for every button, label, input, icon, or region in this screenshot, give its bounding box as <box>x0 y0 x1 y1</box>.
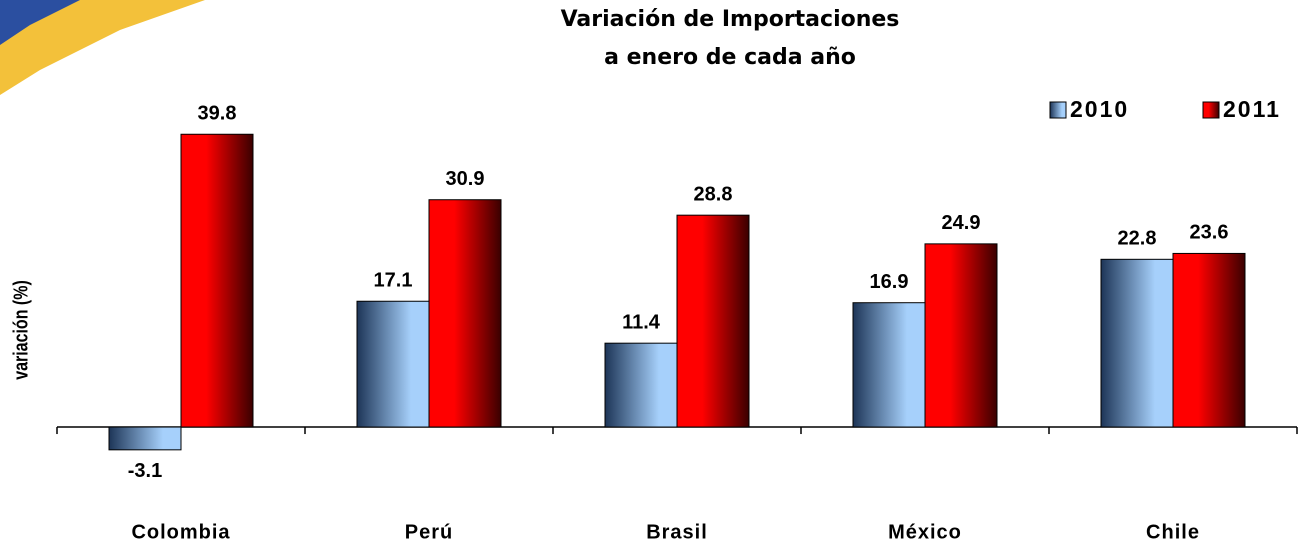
data-label: 17.1 <box>374 270 413 292</box>
bar <box>180 133 254 428</box>
x-tick-label: Brasil <box>646 521 708 543</box>
data-label: 23.6 <box>1190 222 1229 244</box>
legend-swatch <box>1202 101 1220 119</box>
legend-label: 2010 <box>1070 96 1129 122</box>
data-label: 39.8 <box>198 103 237 125</box>
legend-swatch <box>1049 101 1067 119</box>
x-tick-label: Colombia <box>131 521 230 543</box>
bar <box>356 300 430 428</box>
data-label: 24.9 <box>942 212 981 234</box>
bar <box>924 243 998 428</box>
x-tick-label: Chile <box>1146 521 1200 543</box>
data-label: 16.9 <box>870 271 909 293</box>
data-label: 11.4 <box>622 311 661 333</box>
data-label: 22.8 <box>1118 228 1157 250</box>
bar <box>852 302 926 428</box>
y-axis-label: variación (%) <box>10 280 32 380</box>
legend-label: 2011 <box>1223 96 1281 122</box>
chart-title: a enero de cada año <box>604 45 856 70</box>
x-tick-label: Perú <box>405 521 453 543</box>
chart-title: Variación de Importaciones <box>561 7 900 32</box>
bar <box>604 342 678 428</box>
bar <box>1172 252 1246 428</box>
data-label: 28.8 <box>694 183 733 205</box>
bar <box>428 199 502 428</box>
x-tick-label: México <box>888 521 962 543</box>
bar <box>108 426 182 451</box>
bar <box>1100 258 1174 428</box>
data-label: 30.9 <box>446 168 485 190</box>
bar <box>676 214 750 428</box>
data-label: -3.1 <box>128 460 162 482</box>
decor <box>0 0 80 45</box>
decor <box>0 0 205 95</box>
